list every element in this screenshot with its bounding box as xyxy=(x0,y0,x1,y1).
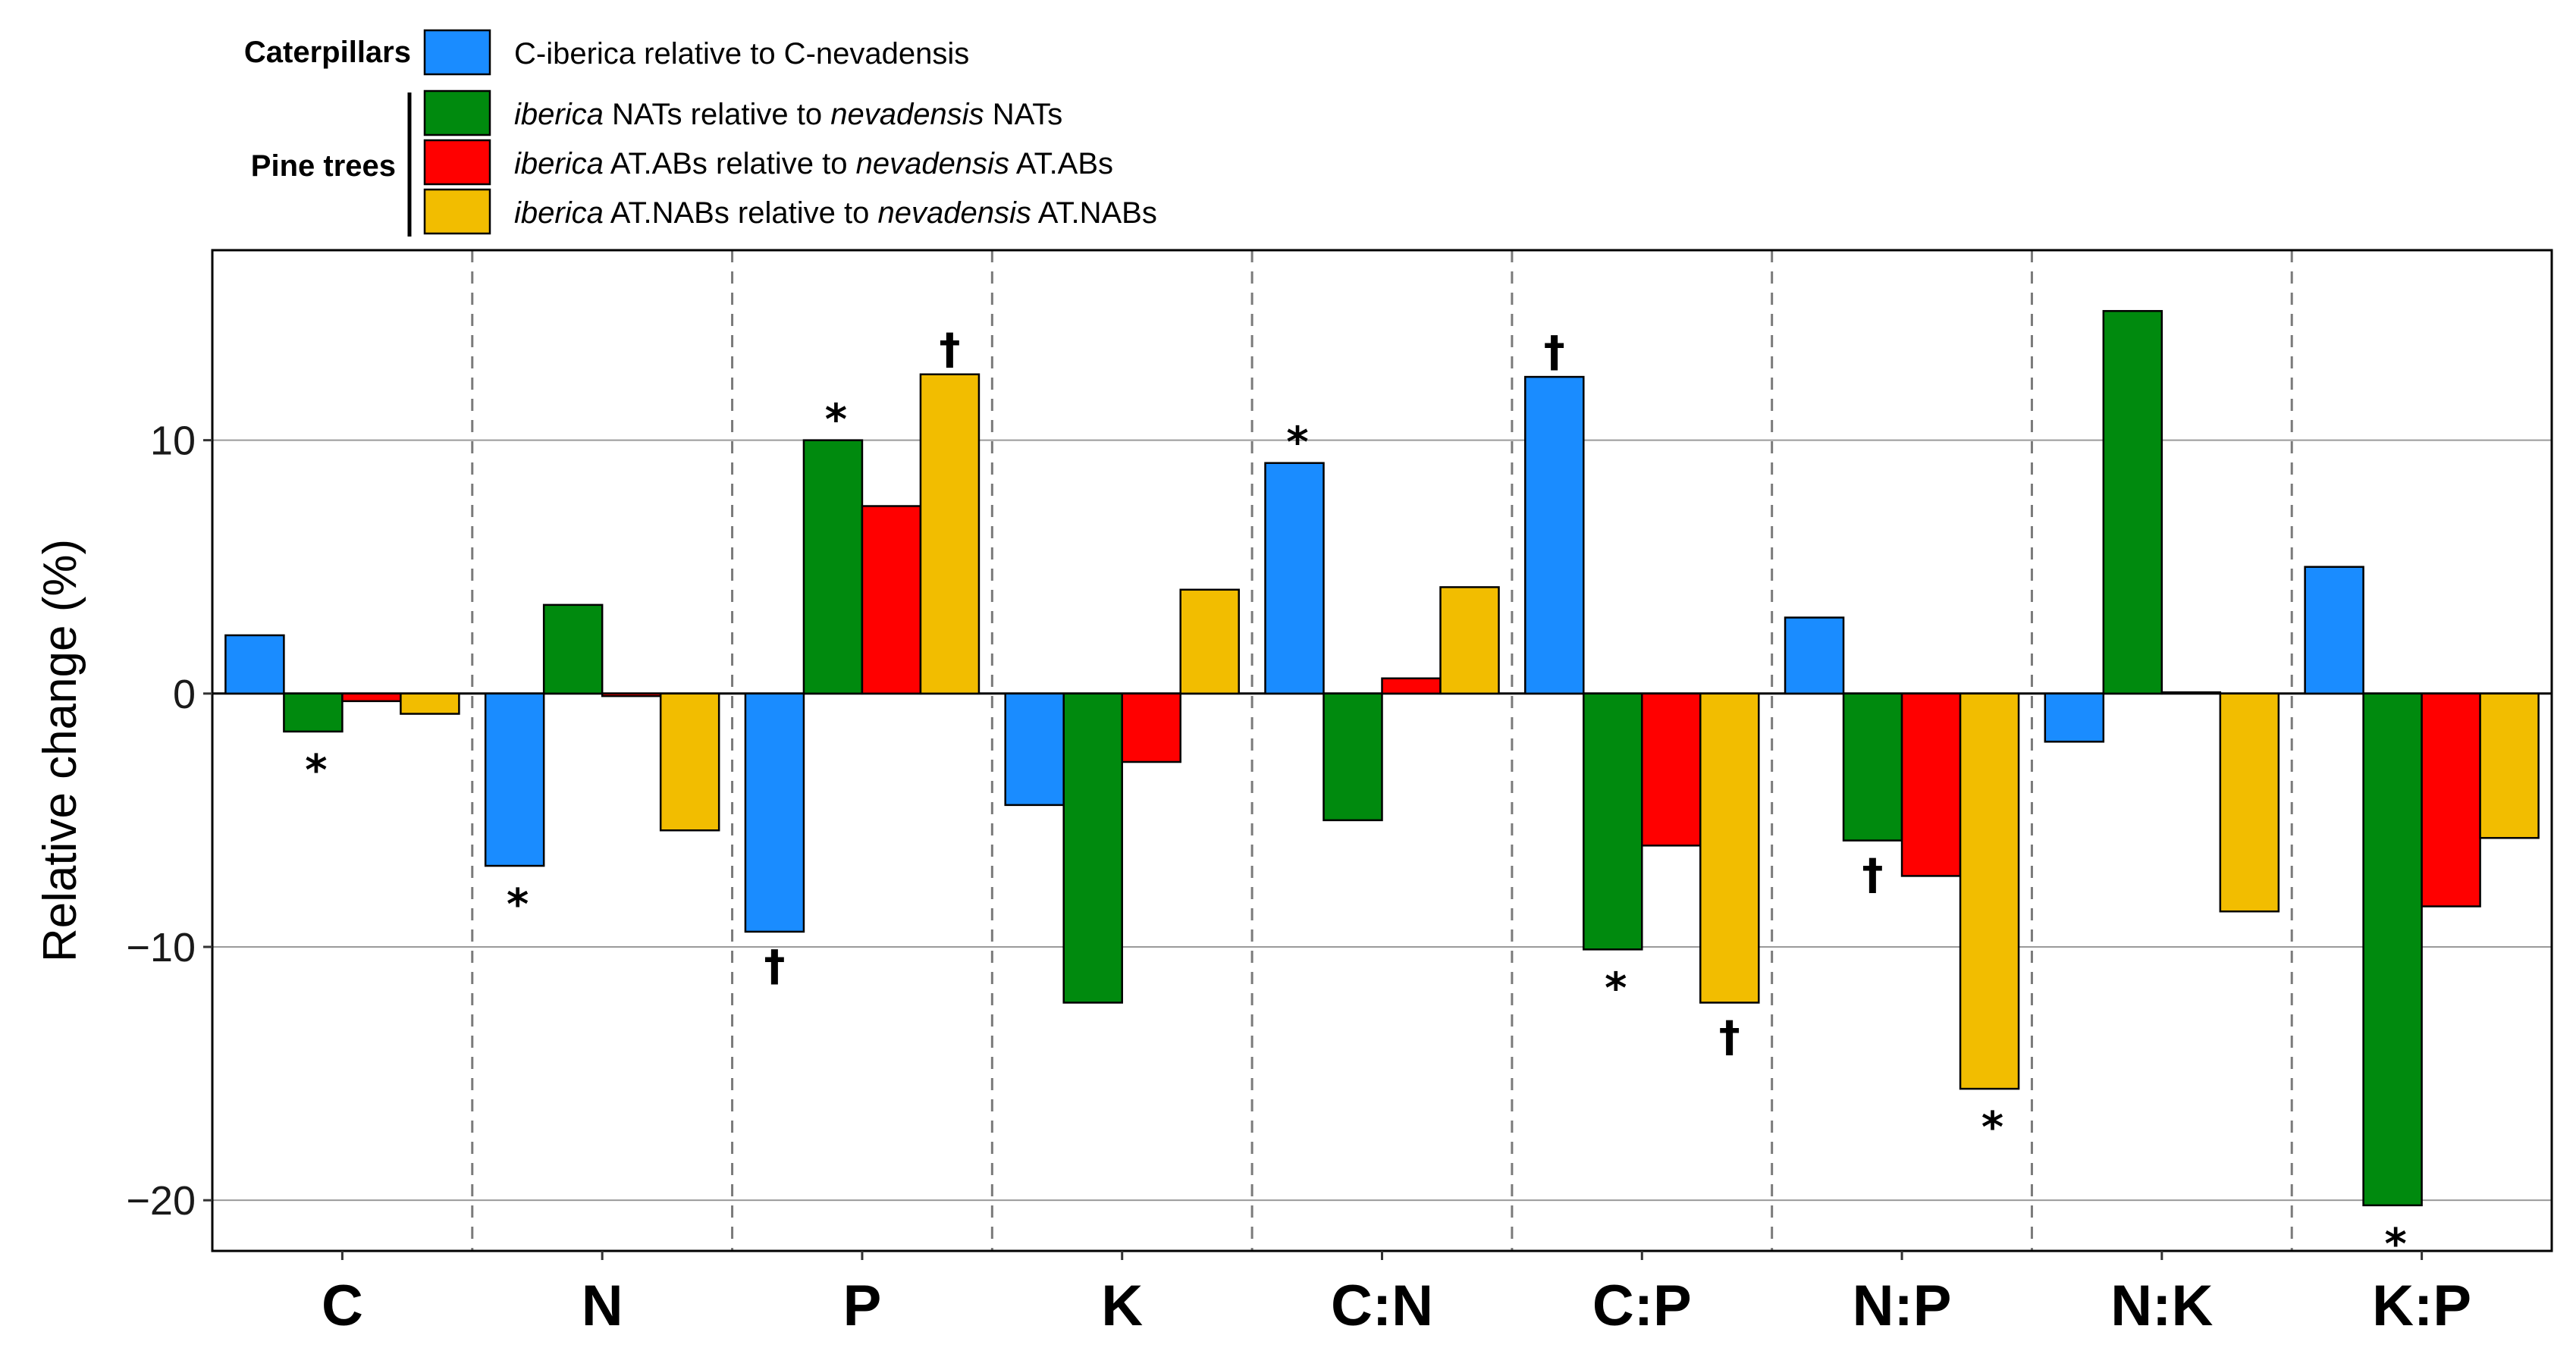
bar-K-series-1 xyxy=(1062,692,1123,1004)
bar-C-P-series-0 xyxy=(1524,375,1585,695)
x-tick-label-K-P: K:P xyxy=(2372,1274,2471,1338)
x-tick-label-N: N xyxy=(582,1274,623,1338)
legend-label-3: iberica AT.NABs relative to nevadensis A… xyxy=(514,196,1157,230)
bar-N-series-1 xyxy=(542,603,604,695)
bar-N-K-series-0 xyxy=(2044,692,2105,743)
y-tick-label-1: −10 xyxy=(126,925,196,970)
x-tick-label-C: C xyxy=(322,1274,363,1338)
bar-P-series-0 xyxy=(744,692,805,933)
legend-swatch-1 xyxy=(423,89,491,136)
bar-N-P-series-1 xyxy=(1842,692,1903,842)
legend: Caterpillars Pine trees C-iberica relati… xyxy=(244,29,1157,237)
y-tick-label-3: 10 xyxy=(150,418,196,464)
bar-K-P-series-1 xyxy=(2362,692,2423,1207)
bar-C-N-series-2 xyxy=(1381,677,1442,695)
legend-label-0: C-iberica relative to C-nevadensis xyxy=(514,37,969,71)
x-tick-label-C-P: C:P xyxy=(1592,1274,1692,1338)
bar-N-series-2 xyxy=(601,692,662,697)
y-tick-label-2: 0 xyxy=(173,672,196,717)
legend-swatch-2 xyxy=(423,139,491,186)
bar-N-K-series-2 xyxy=(2160,691,2222,695)
significance-star-N-0: * xyxy=(507,880,529,929)
legend-group-pine-trees: Pine trees xyxy=(251,149,396,183)
bar-C-series-2 xyxy=(341,692,402,703)
marginal-dagger-P-0: † xyxy=(764,942,785,991)
bar-P-series-3 xyxy=(919,373,981,695)
bar-C-N-series-3 xyxy=(1439,586,1500,695)
bar-P-series-1 xyxy=(802,439,864,695)
bar-K-series-3 xyxy=(1179,588,1240,695)
significance-star-C-P-1: * xyxy=(1605,964,1627,1013)
marginal-dagger-P-3: † xyxy=(939,325,960,375)
marginal-dagger-C-P-0: † xyxy=(1544,328,1565,377)
significance-star-K-P-1: * xyxy=(2384,1220,2406,1269)
legend-label-1: iberica NATs relative to nevadensis NATs xyxy=(514,98,1062,131)
bar-K-P-series-2 xyxy=(2421,692,2481,907)
bar-C-N-series-1 xyxy=(1323,692,1383,822)
legend-group-caterpillars: Caterpillars xyxy=(244,36,411,69)
bar-C-P-series-1 xyxy=(1583,692,1643,951)
y-axis-title: Relative change (%) xyxy=(34,539,86,962)
legend-swatch-0 xyxy=(423,29,491,76)
significance-star-C-1: * xyxy=(305,746,327,795)
significance-star-C-N-0: * xyxy=(1286,418,1308,468)
bar-N-K-series-3 xyxy=(2219,692,2280,913)
bar-N-P-series-0 xyxy=(1784,616,1845,695)
bar-N-P-series-2 xyxy=(1900,692,1962,877)
x-tick-label-K: K xyxy=(1101,1274,1143,1338)
bar-N-series-3 xyxy=(659,692,720,832)
bar-C-series-1 xyxy=(283,692,344,733)
bar-N-K-series-1 xyxy=(2102,309,2163,695)
bar-C-series-3 xyxy=(400,692,460,715)
bar-C-N-series-0 xyxy=(1264,462,1325,695)
bar-C-series-0 xyxy=(224,634,285,695)
marginal-dagger-C-P-3: † xyxy=(1719,1013,1740,1062)
significance-star-P-1: * xyxy=(825,396,847,445)
y-tick-label-0: −20 xyxy=(126,1178,196,1224)
bar-K-series-2 xyxy=(1121,692,1181,763)
significance-star-N-P-3: * xyxy=(1981,1103,2003,1152)
bar-K-P-series-0 xyxy=(2304,566,2364,695)
bar-K-series-0 xyxy=(1004,692,1065,807)
plot-area: * * † * † * † * † † * * xyxy=(211,249,2553,1269)
bar-C-P-series-2 xyxy=(1641,692,1702,847)
bar-K-P-series-3 xyxy=(2479,692,2540,839)
legend-label-2: iberica AT.ABs relative to nevadensis AT… xyxy=(514,147,1113,180)
x-tick-label-P: P xyxy=(843,1274,882,1338)
x-tick-label-N-K: N:K xyxy=(2110,1274,2213,1338)
bar-P-series-2 xyxy=(861,505,922,695)
marginal-dagger-N-P-1: † xyxy=(1862,851,1884,900)
bar-N-P-series-3 xyxy=(1959,692,2020,1090)
x-tick-label-N-P: N:P xyxy=(1853,1274,1952,1338)
legend-swatch-3 xyxy=(423,188,491,235)
bar-C-P-series-3 xyxy=(1699,692,1760,1004)
x-tick-label-C-N: C:N xyxy=(1331,1274,1433,1338)
bar-N-series-0 xyxy=(484,692,545,867)
